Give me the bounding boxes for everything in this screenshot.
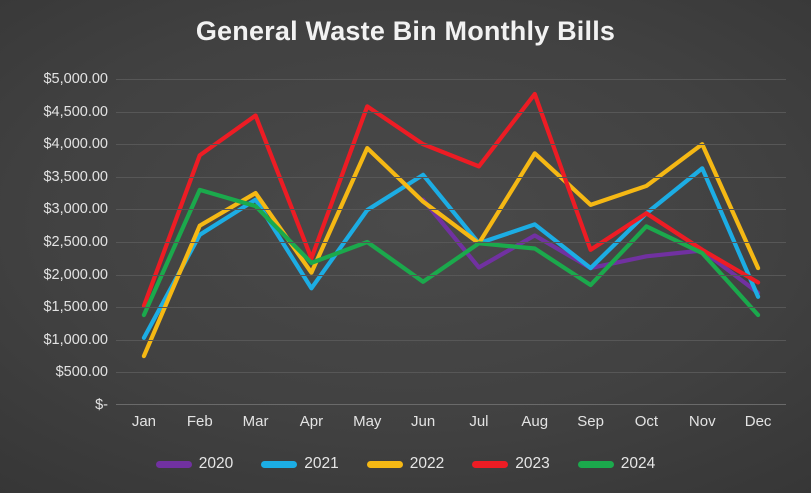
gridline xyxy=(116,372,786,374)
x-tick-label: May xyxy=(353,413,382,430)
y-tick-label: $5,000.00 xyxy=(43,71,108,87)
series-line-2023 xyxy=(141,91,761,308)
x-tick-label: Apr xyxy=(299,413,324,430)
legend-item-2024[interactable]: 2024 xyxy=(577,455,656,473)
x-tick-label: Aug xyxy=(521,413,549,430)
series-line-2024 xyxy=(141,187,761,318)
legend-swatch-icon xyxy=(577,460,614,468)
y-tick-label: $500.00 xyxy=(55,364,108,381)
gridline xyxy=(116,79,786,80)
x-tick-label: Feb xyxy=(186,413,213,430)
legend-label: 2020 xyxy=(198,455,234,472)
gridline xyxy=(116,339,786,341)
axis-baseline xyxy=(116,404,786,405)
x-tick-label: Sep xyxy=(577,413,604,430)
x-tick-label: Dec xyxy=(744,413,772,430)
y-tick-label: $1,500.00 xyxy=(43,299,108,316)
gridline xyxy=(116,242,786,243)
gridline xyxy=(116,176,786,178)
legend-swatch-icon xyxy=(261,460,298,468)
series-line-2022 xyxy=(141,142,761,359)
y-tick-label: $2,500.00 xyxy=(43,234,108,250)
y-tick-label: $4,500.00 xyxy=(43,103,108,120)
gridline xyxy=(116,274,786,276)
gridline xyxy=(116,209,786,211)
legend-swatch-icon xyxy=(366,460,403,468)
x-tick-label: Oct xyxy=(634,413,659,430)
gridline xyxy=(116,307,786,309)
y-tick-label: $- xyxy=(95,397,108,413)
x-tick-label: Mar xyxy=(242,413,269,430)
plot-area xyxy=(116,79,786,405)
legend-label: 2024 xyxy=(620,455,656,472)
gridline xyxy=(116,144,786,146)
y-tick-label: $3,000.00 xyxy=(43,201,108,218)
legend-swatch-icon xyxy=(472,460,509,468)
legend-item-2020[interactable]: 2020 xyxy=(155,455,234,473)
y-tick-label: $2,000.00 xyxy=(43,266,108,283)
x-tick-label: Jun xyxy=(410,413,436,430)
legend-label: 2023 xyxy=(515,455,550,472)
legend-item-2021[interactable]: 2021 xyxy=(261,455,339,473)
y-tick-label: $3,500.00 xyxy=(43,168,108,185)
y-axis: $5,000.00 $4,500.00 $4,000.00 $3,500.00 $3,0… xyxy=(0,71,108,413)
legend-swatch-icon xyxy=(155,460,192,468)
legend-label: 2021 xyxy=(304,455,339,472)
x-axis: Jan Feb Mar Apr May Jun Jul Aug Sep Oct Nov Dec xyxy=(116,413,786,439)
legend: 2020 2021 2022 2023 2024 xyxy=(0,455,811,473)
x-tick-label: Jan xyxy=(131,413,156,430)
legend-label: 2022 xyxy=(409,455,445,472)
x-tick-label: Nov xyxy=(688,413,716,430)
x-tick-label: Jul xyxy=(469,413,489,430)
y-tick-label: $1,000.00 xyxy=(43,331,108,348)
page-title: General Waste Bin Monthly Bills xyxy=(195,16,616,46)
legend-item-2023[interactable]: 2023 xyxy=(472,455,550,473)
legend-item-2022[interactable]: 2022 xyxy=(366,455,445,473)
y-tick-label: $4,000.00 xyxy=(43,136,108,153)
series-layer xyxy=(141,91,761,359)
gridline xyxy=(116,111,786,113)
